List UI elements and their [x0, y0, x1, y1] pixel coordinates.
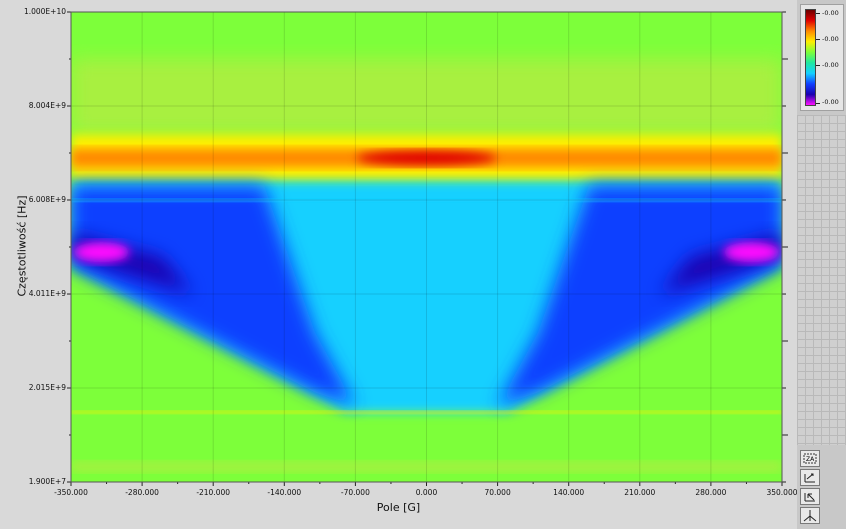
y-tick-label: 1.900E+7 [28, 477, 66, 486]
heatmap-layer [71, 12, 782, 482]
absorption-branch-right [497, 185, 782, 407]
y-tick-label: 6.008E+9 [28, 194, 66, 204]
svg-text:ZA: ZA [806, 456, 815, 463]
y-tick-label: 8.004E+9 [28, 100, 66, 110]
y-tick-label: 4.011E+9 [28, 289, 66, 299]
peak-absorption-right [723, 242, 780, 263]
x-tick-label: -210.000 [196, 488, 231, 497]
upper-field-region [71, 59, 782, 135]
absorption-branch-left [71, 185, 356, 407]
y-tick-label: 2.015E+9 [28, 383, 66, 392]
colorbar-label: -0.00 [822, 61, 839, 69]
autoscale-tool-button[interactable] [800, 507, 820, 524]
thin-line [71, 411, 782, 414]
colorbar-label: -0.00 [822, 98, 839, 106]
colorbar-label: -0.00 [822, 35, 839, 43]
y-axis-label: Częstotliwość [Hz] [15, 195, 29, 297]
x-tick-label: 210.000 [624, 488, 656, 497]
x-tick-label: 350.000 [766, 488, 798, 497]
cursor-tool-button[interactable] [800, 488, 820, 505]
pan-tool-button[interactable] [800, 469, 820, 486]
plot-border [70, 11, 783, 483]
zoom-icon: ZA [803, 453, 817, 464]
x-tick-label: 140.000 [553, 488, 585, 497]
cursor-icon [804, 493, 815, 502]
panel-grid-background [797, 115, 846, 445]
x-tick-label: -280.000 [125, 488, 159, 497]
zoom-tool-button[interactable]: ZA [800, 450, 820, 467]
colorbar-tick [816, 13, 820, 14]
color-ramp [805, 9, 816, 106]
colorbar-tick [816, 65, 820, 66]
colorbar-label: -0.00 [822, 9, 839, 17]
x-tick-label: 70.000 [484, 488, 511, 497]
dark-line [71, 199, 782, 202]
intensity-graph[interactable] [0, 0, 797, 529]
colorbar-tick [816, 39, 820, 40]
x-tick-label: 280.000 [695, 488, 727, 497]
lower-field-region [71, 461, 782, 472]
x-tick-label: -70.000 [340, 488, 370, 497]
crosshair-icon [803, 510, 817, 522]
x-tick-label: 0.000 [415, 488, 438, 497]
peak-absorption-left [73, 242, 130, 263]
colorbar-tick [816, 103, 820, 104]
pan-icon [804, 473, 815, 483]
x-axis-label: Pole [G] [376, 501, 421, 514]
x-tick-label: -140.000 [267, 488, 302, 497]
color-scale-legend[interactable]: -0.00 -0.00 -0.00 -0.00 [800, 4, 844, 111]
x-tick-label: -350.000 [54, 488, 88, 497]
graph-frame: 1.900E+7 2.015E+9 4.011E+9 6.008E+9 8.004E+9… [0, 0, 798, 529]
y-tick-label: 1.000E+10 [23, 7, 66, 16]
resonance-peak [356, 150, 497, 166]
